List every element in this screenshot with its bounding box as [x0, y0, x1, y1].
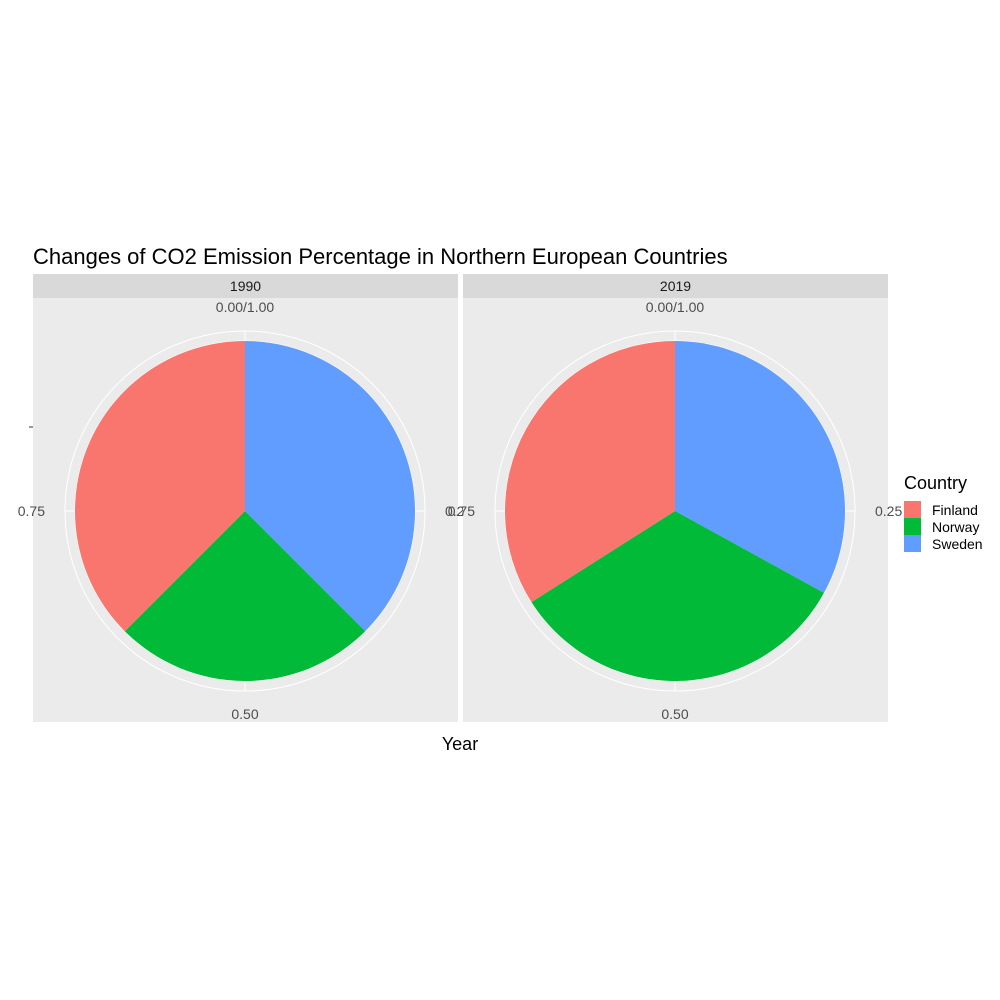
facet-strip — [33, 274, 458, 298]
pie-slice-finland — [74, 340, 246, 632]
panels: 1990 0.00/1.00 0.25 0.50 0.75 2019 0.00/1.00 0.… — [18, 274, 902, 722]
pie-slice-norway — [531, 511, 824, 682]
facet-strip-label: 2019 — [660, 278, 691, 294]
pie-slice-finland — [504, 341, 675, 603]
angle-tick-label: 0.75 — [448, 503, 475, 519]
angle-tick-label: 0.50 — [231, 706, 258, 722]
legend-swatch — [904, 518, 921, 535]
angle-tick-label: 0.25 — [875, 503, 902, 519]
legend-label: Norway — [932, 519, 979, 535]
angle-tick-label: 0.00/1.00 — [646, 299, 705, 315]
legend-item-finland: Finland — [904, 501, 978, 518]
angle-tick-label: 0.00/1.00 — [216, 299, 275, 315]
facet-strip-label: 1990 — [230, 278, 261, 294]
legend-title: Country — [904, 473, 967, 493]
legend-label: Sweden — [932, 536, 983, 552]
legend-item-norway: Norway — [904, 518, 979, 535]
legend-label: Finland — [932, 502, 978, 518]
x-axis-title: Year — [442, 734, 478, 754]
legend-item-sweden: Sweden — [904, 535, 983, 552]
pie-slice-norway — [124, 511, 366, 682]
legend-swatch — [904, 501, 921, 518]
facet-strip — [463, 274, 888, 298]
angle-tick-label: 0.50 — [661, 706, 688, 722]
legend-swatch — [904, 535, 921, 552]
pie-slice-sweden — [675, 341, 845, 593]
facet-panel-2019: 2019 0.00/1.00 0.25 0.50 0.75 — [448, 274, 902, 722]
pie-slice-sweden — [245, 341, 416, 632]
angle-tick-label: 0.75 — [18, 503, 45, 519]
chart-title: Changes of CO2 Emission Percentage in No… — [33, 244, 728, 269]
